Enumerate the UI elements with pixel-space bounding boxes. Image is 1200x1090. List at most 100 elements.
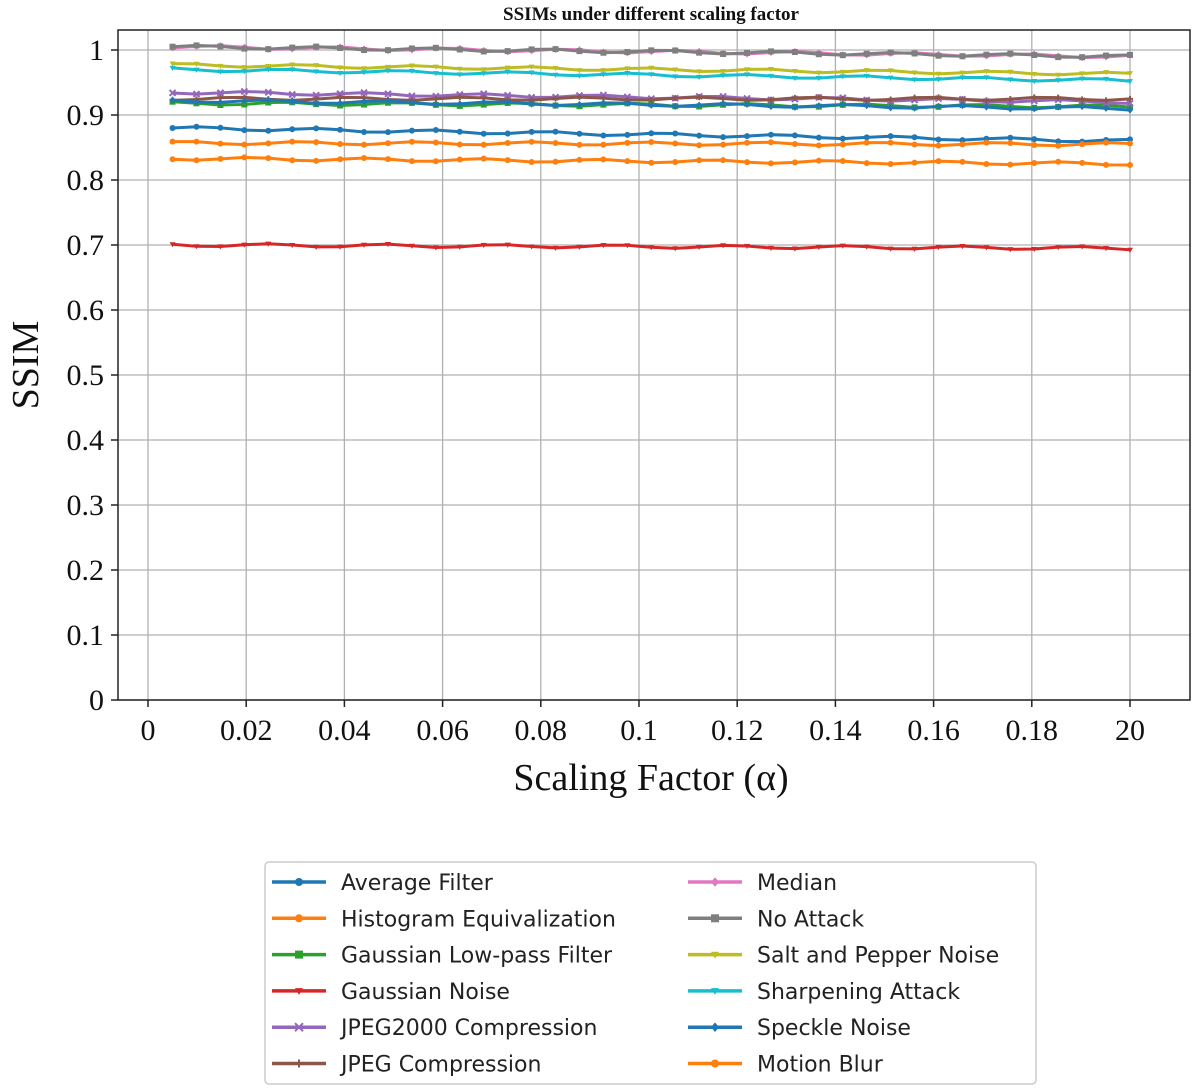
- data-point: [313, 139, 320, 146]
- data-point: [624, 243, 631, 249]
- legend-marker: [295, 1059, 303, 1068]
- data-point: [983, 69, 990, 75]
- data-point: [959, 137, 966, 144]
- data-point: [216, 89, 225, 97]
- data-point: [1079, 71, 1086, 77]
- data-point: [648, 130, 655, 137]
- data-point: [648, 159, 655, 166]
- series-speckle-noise: [169, 96, 1133, 114]
- data-point: [983, 51, 990, 58]
- data-point: [839, 52, 846, 59]
- data-point: [648, 139, 655, 146]
- data-point: [1127, 106, 1133, 114]
- data-point: [408, 45, 415, 52]
- data-point: [480, 155, 487, 162]
- legend-entry: Average Filter: [272, 871, 494, 896]
- data-point: [480, 48, 487, 55]
- data-point: [887, 139, 894, 146]
- data-point: [576, 48, 583, 55]
- data-point: [528, 158, 535, 165]
- chart-title: SSIMs under different scaling factor: [503, 4, 799, 25]
- data-point: [935, 77, 942, 83]
- data-point: [265, 67, 272, 73]
- data-point: [552, 140, 559, 147]
- data-point: [552, 245, 559, 251]
- data-point: [887, 161, 894, 168]
- legend-label: Gaussian Low-pass Filter: [341, 944, 613, 969]
- data-point: [744, 100, 751, 109]
- data-point: [767, 245, 774, 252]
- data-point: [456, 100, 463, 108]
- data-point: [241, 141, 248, 148]
- data-point: [1103, 52, 1110, 59]
- data-point: [528, 100, 535, 108]
- data-point: [169, 242, 176, 248]
- x-tick-label: 0: [141, 714, 156, 747]
- data-point: [911, 159, 918, 166]
- data-point: [241, 101, 248, 108]
- data-point: [456, 72, 463, 78]
- data-point: [1007, 96, 1014, 103]
- data-point: [313, 63, 320, 69]
- y-tick-label: 0.2: [67, 554, 105, 587]
- data-point: [289, 44, 296, 51]
- data-point: [1031, 78, 1038, 85]
- data-point: [1079, 54, 1086, 61]
- data-point: [672, 47, 679, 54]
- data-point: [600, 132, 607, 139]
- data-point: [337, 94, 344, 101]
- data-point: [791, 141, 798, 148]
- data-point: [408, 63, 415, 69]
- x-tick-label: 0.12: [711, 714, 764, 747]
- legend-marker: [711, 877, 719, 887]
- data-point: [313, 43, 320, 50]
- data-point: [815, 102, 822, 110]
- data-point: [456, 94, 463, 101]
- data-point: [1007, 247, 1014, 253]
- data-point: [1007, 50, 1014, 57]
- data-point: [911, 104, 918, 112]
- data-point: [863, 50, 870, 57]
- data-point: [265, 140, 272, 147]
- y-tick-label: 0.6: [67, 294, 105, 327]
- data-point: [863, 160, 870, 167]
- data-point: [672, 74, 679, 80]
- data-point: [720, 134, 727, 141]
- x-tick-label: 0.08: [515, 714, 568, 747]
- data-point: [432, 126, 439, 133]
- data-point: [240, 87, 249, 96]
- data-point: [1079, 76, 1086, 82]
- data-point: [696, 69, 703, 75]
- legend-marker: [294, 1022, 304, 1032]
- data-point: [552, 101, 559, 110]
- data-point: [169, 156, 176, 163]
- data-point: [169, 96, 176, 104]
- data-point: [217, 155, 224, 162]
- data-point: [600, 141, 607, 148]
- data-point: [720, 157, 727, 164]
- data-point: [361, 97, 368, 106]
- data-point: [815, 157, 822, 164]
- legend-entry: Gaussian Low-pass Filter: [272, 944, 613, 969]
- data-point: [408, 138, 415, 145]
- data-point: [911, 50, 918, 57]
- data-point: [839, 135, 846, 142]
- data-point: [791, 75, 798, 82]
- data-point: [744, 139, 751, 146]
- data-point: [1126, 99, 1134, 108]
- data-point: [935, 158, 942, 165]
- data-point: [480, 130, 487, 137]
- legend-entry: Speckle Noise: [688, 1016, 911, 1041]
- data-point: [983, 161, 990, 168]
- data-point: [169, 61, 176, 67]
- data-point: [696, 49, 703, 56]
- data-point: [1127, 162, 1133, 169]
- y-tick-label: 1: [89, 34, 104, 67]
- data-point: [839, 95, 846, 102]
- data-point: [1127, 140, 1133, 147]
- data-point: [720, 68, 727, 75]
- data-point: [863, 139, 870, 146]
- data-point: [528, 138, 535, 145]
- data-point: [265, 64, 272, 70]
- series-sharpening-attack: [169, 65, 1133, 85]
